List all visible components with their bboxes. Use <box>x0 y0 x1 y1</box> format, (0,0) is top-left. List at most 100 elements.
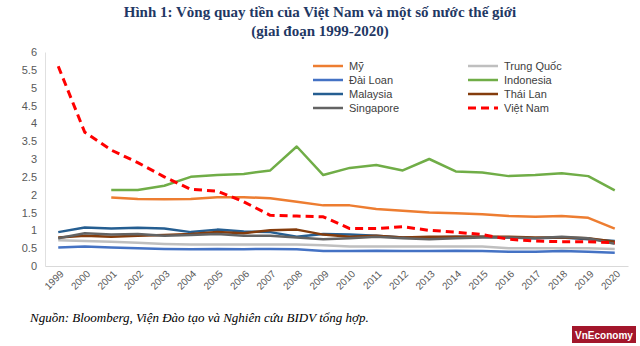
legend-swatch <box>313 79 343 82</box>
legend-swatch <box>468 65 498 68</box>
x-tick: 2012 <box>387 266 411 292</box>
legend-item: Thái Lan <box>468 88 547 100</box>
y-tick-label: 4.5 <box>22 100 37 112</box>
y-tick: 1.5 <box>22 207 45 219</box>
legend-swatch <box>468 107 498 110</box>
x-tick-label: 2007 <box>254 268 278 292</box>
legend-swatch <box>468 79 498 82</box>
legend-label: Indonesia <box>504 74 553 86</box>
x-axis: 1999200020012002200320042005200620072008… <box>42 266 628 292</box>
legend-label: Malaysia <box>349 88 393 100</box>
legend-item: Mỹ <box>313 60 364 72</box>
x-tick: 2019 <box>572 266 596 292</box>
x-tick-label: 2000 <box>69 268 93 292</box>
legend-swatch <box>313 107 343 110</box>
y-tick-label: 1.5 <box>22 207 37 219</box>
y-tick: 1 <box>31 224 45 236</box>
y-tick: 0.5 <box>22 242 45 254</box>
x-tick: 2016 <box>493 266 517 292</box>
x-tick-label: 2013 <box>413 268 437 292</box>
y-tick-label: 6 <box>31 46 37 58</box>
legend-item: Trung Quốc <box>468 60 562 72</box>
x-tick-label: 1999 <box>42 268 66 292</box>
y-tick-label: 0.5 <box>22 242 37 254</box>
x-tick: 2011 <box>361 266 384 291</box>
x-tick: 2015 <box>466 266 490 292</box>
x-tick: 2013 <box>413 266 437 292</box>
chart: Hình 1: Vòng quay tiền của Việt Nam và m… <box>0 0 640 346</box>
legend-label: Việt Nam <box>504 102 549 114</box>
y-tick: 3.5 <box>22 135 45 147</box>
x-tick-label: 2008 <box>281 268 305 292</box>
series-line <box>111 147 615 191</box>
x-tick-label: 2012 <box>387 268 411 292</box>
logo-box <box>572 326 636 343</box>
x-tick-label: 2016 <box>493 268 517 292</box>
legend-item: Indonesia <box>468 74 553 86</box>
y-tick: 5.5 <box>22 64 45 76</box>
x-tick: 2002 <box>122 266 146 292</box>
x-tick: 2000 <box>69 266 93 292</box>
x-tick-label: 2015 <box>466 268 490 292</box>
legend-swatch <box>468 93 498 96</box>
x-tick-label: 2004 <box>175 268 199 292</box>
series-line <box>58 246 615 252</box>
y-tick: 4.5 <box>22 100 45 112</box>
x-tick: 2006 <box>228 266 252 292</box>
y-tick-label: 3 <box>31 153 37 165</box>
y-tick-label: 2 <box>31 189 37 201</box>
legend-item: Singapore <box>313 102 399 114</box>
legend-label: Singapore <box>349 102 399 114</box>
x-tick: 2020 <box>599 266 623 292</box>
y-tick: 3 <box>31 153 45 165</box>
y-tick-label: 4 <box>31 117 37 129</box>
x-tick: 2014 <box>440 266 464 292</box>
x-tick-label: 2001 <box>95 268 119 292</box>
y-axis-line <box>45 53 46 267</box>
x-tick-label: 2019 <box>572 268 596 292</box>
x-tick-label: 2009 <box>307 268 331 292</box>
logo: VnEconomy <box>572 326 636 343</box>
x-tick-label: 2002 <box>122 268 146 292</box>
x-tick: 2003 <box>148 266 172 292</box>
series-line <box>111 197 615 228</box>
legend-label: Đài Loan <box>349 74 393 86</box>
y-tick: 6 <box>31 46 45 58</box>
legend-label: Trung Quốc <box>504 60 562 72</box>
y-tick: 4 <box>31 117 45 129</box>
legend-item: Đài Loan <box>313 74 393 86</box>
legend-item: Malaysia <box>313 88 393 100</box>
x-tick-label: 2010 <box>334 268 358 292</box>
logo-text: VnEconomy <box>575 330 633 341</box>
y-tick: 5 <box>31 82 45 94</box>
legend: Mỹ Trung Quốc Đài Loan Indonesia Malaysia Thá… <box>303 56 613 118</box>
legend-label: Thái Lan <box>504 88 547 100</box>
series-line <box>58 233 615 244</box>
y-tick-label: 5.5 <box>22 64 37 76</box>
y-tick-label: 1 <box>31 224 37 236</box>
x-tick-label: 2005 <box>201 268 225 292</box>
x-tick: 2007 <box>254 266 278 292</box>
x-tick: 2004 <box>175 266 199 292</box>
x-tick-label: 2020 <box>599 268 623 292</box>
legend-box <box>303 56 613 118</box>
x-tick-label: 2018 <box>546 268 570 292</box>
x-tick: 2005 <box>201 266 225 292</box>
legend-item: Việt Nam <box>468 102 549 114</box>
y-tick-label: 3.5 <box>22 135 37 147</box>
x-tick: 2009 <box>307 266 331 292</box>
x-tick-label: 2006 <box>228 268 252 292</box>
x-tick: 2008 <box>281 266 305 292</box>
subtitle: (giai đoạn 1999-2020) <box>251 23 389 40</box>
legend-swatch <box>313 65 343 68</box>
y-tick-label: 5 <box>31 82 37 94</box>
x-tick-label: 2017 <box>519 268 543 292</box>
source: Nguồn: Bloomberg, Viện Đào tạo và Nghiên… <box>29 310 369 325</box>
legend-label: Mỹ <box>349 60 364 72</box>
x-tick: 1999 <box>42 266 66 292</box>
x-tick-label: 2003 <box>148 268 172 292</box>
y-tick-label: 2.5 <box>22 171 37 183</box>
title: Hình 1: Vòng quay tiền của Việt Nam và m… <box>124 4 516 20</box>
x-tick: 2010 <box>334 266 358 292</box>
legend-swatch <box>313 93 343 96</box>
